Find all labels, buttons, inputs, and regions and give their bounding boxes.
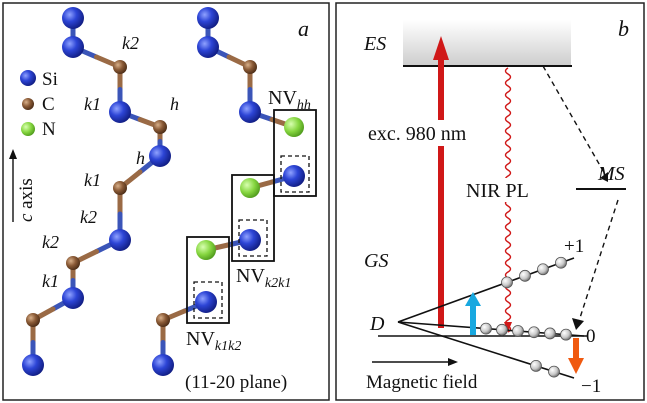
population-ball xyxy=(548,365,560,378)
site-label: k2 xyxy=(42,232,59,252)
si-atom xyxy=(109,229,131,251)
c-atom xyxy=(156,313,170,327)
plane-label: (11-20 plane) xyxy=(185,372,287,393)
c-atom xyxy=(113,181,127,195)
si-atom xyxy=(109,101,131,123)
es-band xyxy=(403,20,571,66)
si-atom xyxy=(197,7,219,29)
ms-to-gs-arrowhead xyxy=(572,318,584,330)
site-label: k1 xyxy=(84,94,101,114)
si-atom xyxy=(62,7,84,29)
si-atom xyxy=(62,287,84,309)
population-ball xyxy=(555,256,567,269)
pl-label-bg xyxy=(466,178,558,202)
excitation-arrowhead xyxy=(433,36,449,60)
panel-a-frame xyxy=(2,2,330,401)
site-label: h xyxy=(170,94,179,114)
si-atom xyxy=(149,145,171,167)
es-to-ms-arrowhead xyxy=(600,172,608,182)
n-atom xyxy=(196,240,216,260)
site-label: h xyxy=(136,148,145,168)
nv-hh-vacancy xyxy=(280,155,310,193)
c-atom xyxy=(26,313,40,327)
relaxation-arrowhead xyxy=(568,358,584,374)
c-axis-indicator: c axis xyxy=(9,149,37,222)
level-minus-one xyxy=(397,321,575,379)
level-plus-label: +1 xyxy=(564,236,584,257)
nv-k2k1-label: NVk2k1 xyxy=(236,265,291,291)
level-minus-label: −1 xyxy=(581,376,601,397)
nv-hh-box xyxy=(273,109,317,197)
ms-label: MS xyxy=(597,163,625,185)
field-arrowhead xyxy=(448,358,458,366)
nv-hh-label: NVhh xyxy=(268,87,311,113)
site-label: k1 xyxy=(84,170,101,190)
n-atom xyxy=(240,178,260,198)
si-atom xyxy=(22,354,44,376)
site-label: k1 xyxy=(42,271,59,291)
nv-k2k1-vacancy xyxy=(238,219,268,257)
es-label: ES xyxy=(363,33,386,55)
si-atom xyxy=(239,229,261,251)
population-ball xyxy=(480,322,492,335)
population-ball xyxy=(537,263,549,276)
population-ball xyxy=(528,326,540,339)
population-ball xyxy=(519,269,531,282)
site-label: k2 xyxy=(80,207,97,227)
c-axis-arrowhead xyxy=(9,149,17,159)
c-atom xyxy=(113,60,127,74)
n-atom xyxy=(284,117,304,137)
element-legend: Si C N xyxy=(20,69,58,140)
d-label: D xyxy=(369,313,385,335)
nv-k1k2-box xyxy=(186,236,230,324)
si-atom xyxy=(239,101,261,123)
level-zero-label: 0 xyxy=(586,326,596,347)
panel-b-letter: b xyxy=(618,16,629,41)
site-labels: k2 k1 h h k1 k2 k2 k1 xyxy=(42,33,179,291)
pl-label: NIR PL xyxy=(466,180,529,202)
legend-c-label: C xyxy=(42,94,55,115)
si-atom xyxy=(62,36,84,58)
legend-c-marker xyxy=(22,98,34,110)
microwave-arrowhead xyxy=(465,292,481,306)
legend-n-label: N xyxy=(42,119,56,140)
legend-si-marker xyxy=(20,70,36,86)
population-ball xyxy=(496,323,508,336)
field-label: Magnetic field xyxy=(366,372,478,393)
c-atom xyxy=(153,120,167,134)
population-ball xyxy=(530,360,542,372)
si-atom xyxy=(283,165,305,187)
es-to-ms-dashed xyxy=(542,65,607,177)
population-ball xyxy=(560,328,572,341)
c-axis-label: c axis xyxy=(16,178,37,222)
site-label: k2 xyxy=(122,33,139,53)
excitation-label: exc. 980 nm xyxy=(368,123,467,145)
nv-k1k2-label: NVk1k2 xyxy=(186,328,241,354)
c-atom xyxy=(66,256,80,270)
nv-k1k2-vacancy xyxy=(193,281,223,319)
legend-n-marker xyxy=(21,122,35,136)
spin-population-balls xyxy=(480,256,572,378)
nv-boxes xyxy=(186,109,317,324)
population-ball xyxy=(512,325,524,337)
si-atom xyxy=(197,36,219,58)
c-atom xyxy=(243,60,257,74)
si-atom xyxy=(195,291,217,313)
si-atom xyxy=(152,354,174,376)
population-ball xyxy=(501,276,513,289)
legend-si-label: Si xyxy=(42,69,58,90)
gs-label: GS xyxy=(364,250,388,272)
excitation-label-bg xyxy=(364,120,494,146)
nv-k2k1-box xyxy=(231,174,275,262)
lattice-atoms xyxy=(22,7,305,376)
ms-to-gs-dashed xyxy=(577,199,619,325)
population-ball xyxy=(544,327,556,340)
pl-arrowhead xyxy=(504,322,512,332)
panel-b-frame xyxy=(335,2,645,401)
panel-a-letter: a xyxy=(298,16,309,41)
